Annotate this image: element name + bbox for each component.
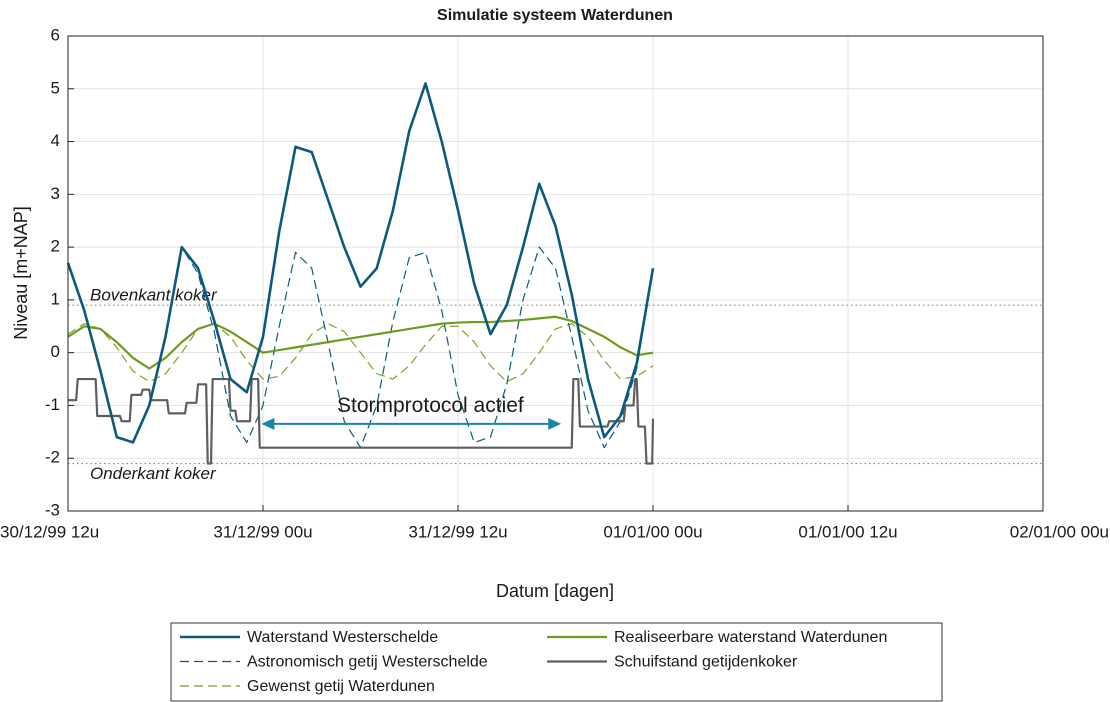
series-line bbox=[67, 315, 654, 370]
y-tick-label: 6 bbox=[51, 25, 60, 44]
legend-label: Waterstand Westerschelde bbox=[247, 629, 438, 646]
y-tick-label: -2 bbox=[45, 448, 60, 467]
legend-label: Realiseerbare waterstand Waterdunen bbox=[614, 629, 887, 646]
y-tick-label: 5 bbox=[51, 78, 60, 97]
reference-label: Bovenkant koker bbox=[90, 286, 218, 305]
series-line bbox=[68, 377, 655, 465]
x-tick-label: 01/01/00 12u bbox=[798, 522, 897, 541]
series-line bbox=[67, 323, 654, 383]
y-tick-label: 1 bbox=[51, 289, 60, 308]
x-tick-label: 02/01/00 00u bbox=[1010, 522, 1109, 541]
x-tick-label: 31/12/99 12u bbox=[408, 522, 507, 541]
x-tick-label: 01/01/00 00u bbox=[603, 522, 702, 541]
y-tick-label: -3 bbox=[45, 500, 60, 519]
y-tick-label: 4 bbox=[51, 131, 60, 150]
y-tick-label: -1 bbox=[45, 395, 60, 414]
arrow-head bbox=[548, 417, 562, 430]
x-tick-label: 31/12/99 00u bbox=[213, 522, 312, 541]
annotation-text: Stormprotocol actief bbox=[337, 394, 524, 417]
legend-label: Schuifstand getijdenkoker bbox=[614, 654, 798, 671]
plot-frame bbox=[67, 35, 1044, 512]
y-tick-label: 0 bbox=[51, 342, 60, 361]
y-tick-label: 2 bbox=[51, 237, 60, 256]
series-line bbox=[66, 82, 655, 444]
x-axis-label: Datum [dagen] bbox=[496, 581, 614, 601]
legend-label: Gewenst getij Waterdunen bbox=[247, 678, 435, 695]
legend-label: Astronomisch getij Westerschelde bbox=[247, 654, 488, 671]
x-tick-label: 30/12/99 12u bbox=[0, 522, 99, 541]
reference-label: Onderkant koker bbox=[90, 464, 217, 483]
chart-title: Simulatie systeem Waterdunen bbox=[437, 7, 673, 24]
arrow-head bbox=[261, 417, 275, 430]
y-tick-label: 3 bbox=[51, 184, 60, 203]
y-axis-label: Niveau [m+NAP] bbox=[11, 206, 31, 340]
